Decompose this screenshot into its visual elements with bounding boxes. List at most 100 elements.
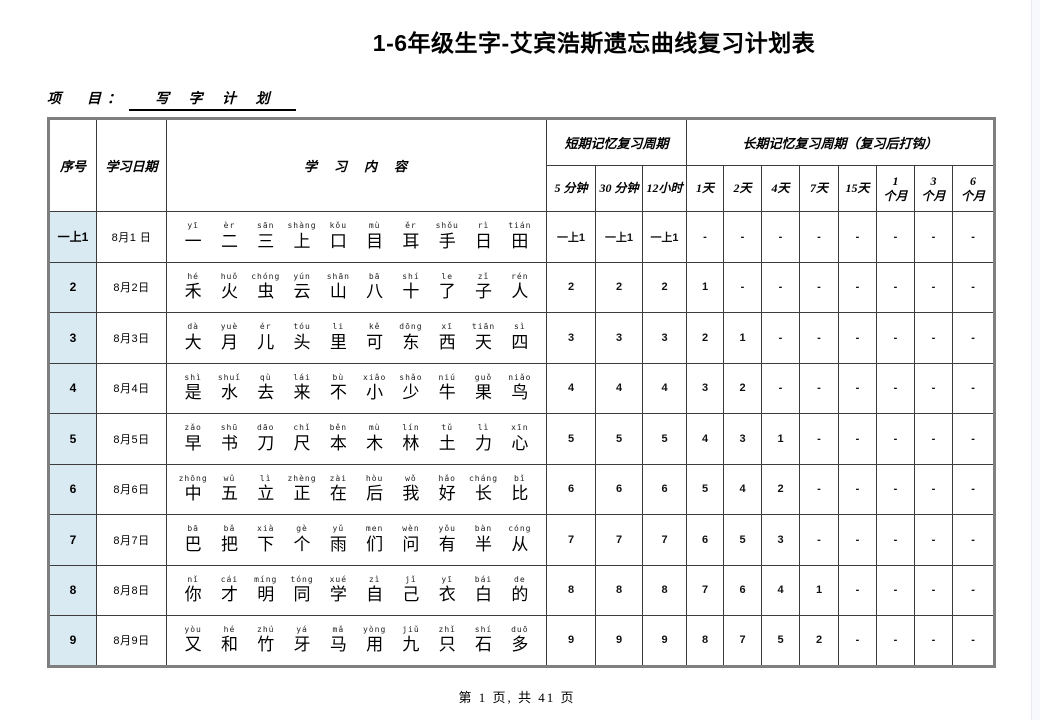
hanzi-text: 水 [220, 383, 238, 403]
review-value-cell: - [914, 514, 954, 566]
pinyin-text: dà [187, 322, 199, 331]
pinyin-text: ér [259, 322, 272, 331]
hanzi-text: 八 [366, 282, 384, 302]
pinyin-text: le [441, 271, 454, 281]
pinyin-text: shǒu [435, 221, 459, 230]
hanzi-text: 尺 [293, 433, 311, 453]
hanzi-text: 土 [438, 433, 456, 453]
pinyin-text: chǐ [293, 423, 311, 432]
hanzi-text: 才 [220, 585, 238, 605]
char-column: shǎo 少 [393, 372, 429, 403]
hanzi-text: 雨 [329, 534, 347, 554]
pinyin-text: lín [402, 423, 420, 432]
pinyin-text: dāo [257, 423, 275, 432]
char-column: yún 云 [284, 272, 320, 302]
review-value-cell: 5 [641, 413, 688, 465]
hanzi-text: 东 [402, 332, 420, 352]
hanzi-text: 同 [293, 585, 311, 605]
page-title: 1-6年级生字-艾宾浩斯遗忘曲线复习计划表 [372, 30, 816, 56]
pinyin-text: yòu [184, 624, 202, 634]
hanzi-text: 虫 [257, 282, 275, 302]
hanzi-text: 九 [402, 635, 420, 655]
review-value-cell: 6 [546, 463, 596, 515]
pinyin-text: hé [187, 271, 199, 281]
hanzi-text: 的 [511, 585, 529, 605]
hanzi-text: 不 [329, 383, 347, 403]
char-column: yòng 用 [356, 625, 392, 655]
char-column: jǐ 己 [393, 575, 429, 605]
pinyin-text: zài [329, 473, 348, 483]
hanzi-text: 林 [402, 433, 420, 453]
table-row: 9 8月9日 yòu 又 hé 和 zhú 竹 yá 牙 mǎ 马 yòng 用 jiǔ 九 zhǐ 只 shí… [48, 615, 996, 667]
content-cell: hé 禾 huǒ 火 chóng 虫 yún 云 shān 山 bā 八 shí 十 le 了 zǐ 子 rén 人 [166, 261, 547, 313]
hanzi-text: 把 [220, 534, 238, 554]
char-column: qù 去 [248, 373, 284, 403]
review-value-cell: 9 [641, 615, 688, 667]
hanzi-text: 学 [329, 585, 347, 605]
hanzi-text: 木 [366, 433, 384, 453]
hanzi-text: 己 [402, 585, 420, 605]
hanzi-text: 大 [184, 332, 202, 352]
pinyin-text: de [514, 574, 526, 584]
hanzi-text: 自 [366, 585, 384, 605]
char-column: li 里 [320, 322, 356, 352]
char-column: xià 下 [248, 524, 284, 554]
char-column: zhōng 中 [175, 473, 211, 504]
content-cell: zhōng 中 wǔ 五 lì 立 zhèng 正 zài 在 hòu 后 wǒ 我 hǎo 好 cháng 长 b… [166, 463, 547, 515]
char-column: men 们 [356, 524, 392, 554]
char-column: le 了 [429, 271, 465, 302]
pinyin-text: li [332, 322, 345, 331]
char-column: yī 衣 [429, 575, 465, 605]
character-row: nǐ 你 cái 才 míng 明 tóng 同 xué 学 zì 自 jǐ 己 yī 衣 bái 白 de 的 [175, 574, 538, 605]
char-column: de 的 [502, 574, 538, 605]
header-row-intervals: 5 分钟 30 分钟 12小时 1天 2天 4天 7天 15天 1 个月 3 个… [49, 165, 996, 212]
serial-cell: 9 [48, 615, 97, 667]
character-row: zhōng 中 wǔ 五 lì 立 zhèng 正 zài 在 hòu 后 wǒ 我 hǎo 好 cháng 长 b… [175, 473, 538, 504]
hanzi-text: 个 [293, 534, 311, 554]
review-value-cell: - [723, 261, 763, 313]
hanzi-text: 用 [366, 635, 384, 655]
review-value-cell: 6 [686, 514, 725, 566]
char-column: lín 林 [393, 423, 429, 453]
review-value-cell: 4 [546, 362, 596, 414]
review-value-cell: - [876, 615, 916, 667]
char-column: chǐ 尺 [284, 423, 320, 453]
pinyin-text: tǔ [441, 423, 454, 432]
hanzi-text: 竹 [257, 635, 275, 655]
pinyin-text: guǒ [474, 372, 493, 382]
hanzi-text: 巴 [184, 534, 202, 554]
char-column: niǎo 鸟 [502, 373, 538, 403]
pinyin-text: xiǎo [363, 372, 387, 382]
review-value-cell: - [838, 261, 878, 313]
serial-cell: 8 [48, 564, 97, 616]
character-row: yòu 又 hé 和 zhú 竹 yá 牙 mǎ 马 yòng 用 jiǔ 九 zhǐ 只 shí 石 duō 多 [175, 624, 538, 655]
character-row: zǎo 早 shū 书 dāo 刀 chǐ 尺 běn 本 mù 木 lín 林 tǔ 土 lì 力 xīn 心 [175, 423, 538, 453]
char-column: shàng 上 [284, 221, 320, 251]
pinyin-text: sān [257, 221, 275, 230]
hanzi-text: 早 [184, 433, 202, 453]
serial-cell: 一上1 [48, 211, 97, 263]
review-value-cell: - [838, 413, 878, 465]
pinyin-text: xué [329, 574, 348, 584]
review-value-cell: 6 [595, 463, 643, 515]
pinyin-text: huǒ [220, 271, 239, 281]
char-column: niú 牛 [429, 373, 465, 403]
hanzi-text: 后 [366, 484, 384, 504]
review-value-cell: - [952, 362, 996, 414]
pinyin-text: zhōng [178, 473, 208, 483]
review-value-cell: 7 [641, 514, 688, 566]
character-row: shì 是 shuǐ 水 qù 去 lái 来 bù 不 xiǎo 小 shǎo 少 niú 牛 guǒ 果 niǎ… [175, 372, 538, 403]
review-value-cell: - [952, 211, 996, 263]
hanzi-text: 里 [329, 332, 347, 352]
char-column: wèn 问 [393, 524, 429, 554]
review-value-cell: 8 [546, 564, 596, 616]
pinyin-text: shǎo [399, 372, 423, 382]
table-row: 一上1 8月1 日 yī 一 èr 二 sān 三 shàng 上 kǒu 口 mù 目 ěr 耳 shǒu… [48, 211, 996, 263]
pinyin-text: tián [508, 221, 532, 230]
content-cell: zǎo 早 shū 书 dāo 刀 chǐ 尺 běn 本 mù 木 lín 林 tǔ 土 lì 力 xīn 心 [166, 413, 547, 465]
review-value-cell: - [952, 615, 996, 667]
pinyin-text: xià [257, 524, 275, 533]
char-column: wǔ 五 [211, 474, 247, 504]
hanzi-text: 头 [293, 332, 311, 352]
review-value-cell: - [838, 564, 878, 616]
